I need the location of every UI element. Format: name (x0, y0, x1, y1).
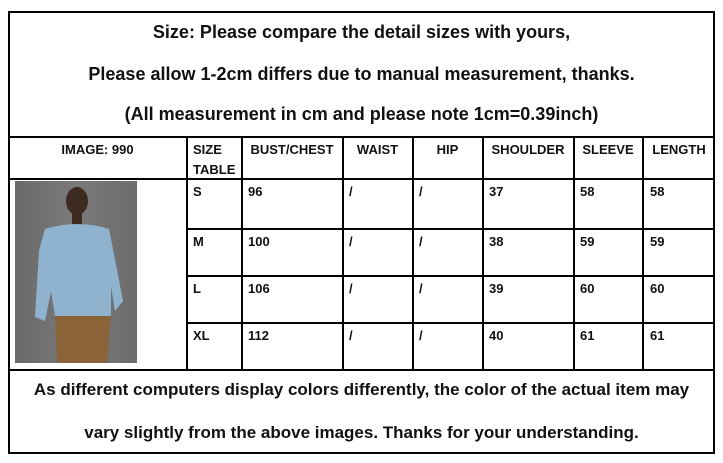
cell-size: M (193, 234, 204, 249)
column-header-length: LENGTH (652, 142, 706, 157)
cell-hip: / (419, 328, 423, 343)
column-header-shoulder: SHOULDER (491, 142, 565, 157)
cell-bust: 100 (248, 234, 270, 249)
header-line-1: Size: Please compare the detail sizes wi… (152, 22, 571, 42)
cell-waist: / (349, 184, 353, 199)
cell-size: S (193, 184, 202, 199)
divider (8, 136, 715, 138)
footer-line-2: vary slightly from the above images. Tha… (84, 423, 639, 442)
cell-length: 58 (650, 184, 665, 199)
cell-sleeve: 58 (580, 184, 595, 199)
cell-shoulder: 40 (489, 328, 504, 343)
cell-sleeve: 60 (580, 281, 595, 296)
header-line-2: Please allow 1-2cm differs due to manual… (88, 64, 635, 84)
footer-line-1: As different computers display colors di… (33, 380, 690, 399)
cell-length: 61 (650, 328, 665, 343)
column-header-hip: HIP (436, 142, 459, 157)
cell-shoulder: 39 (489, 281, 504, 296)
cell-bust: 112 (248, 328, 269, 343)
cell-shoulder: 38 (489, 234, 504, 249)
cell-waist: / (349, 328, 353, 343)
cell-waist: / (349, 281, 353, 296)
cell-hip: / (419, 281, 423, 296)
cell-size: XL (193, 328, 210, 343)
divider (482, 136, 484, 370)
column-header-size: SIZE TABLE (193, 142, 236, 177)
divider (412, 136, 414, 370)
column-header-image: IMAGE: 990 (61, 142, 134, 157)
divider (187, 178, 715, 180)
cell-length: 59 (650, 234, 665, 249)
size-chart-frame (8, 11, 715, 454)
divider (241, 136, 243, 370)
divider (186, 136, 188, 370)
divider (342, 136, 344, 370)
divider (187, 228, 715, 230)
cell-length: 60 (650, 281, 665, 296)
divider (642, 136, 644, 370)
product-image (15, 181, 137, 363)
column-header-bust: BUST/CHEST (250, 142, 334, 157)
cell-hip: / (419, 234, 423, 249)
column-header-sleeve: SLEEVE (582, 142, 634, 157)
cell-hip: / (419, 184, 423, 199)
divider (8, 369, 715, 371)
cell-size: L (193, 281, 201, 296)
cell-bust: 96 (248, 184, 263, 199)
divider (187, 275, 715, 277)
divider (8, 178, 187, 180)
divider (573, 136, 575, 370)
divider (187, 322, 715, 324)
cell-waist: / (349, 234, 353, 249)
cell-sleeve: 61 (580, 328, 595, 343)
header-line-3: (All measurement in cm and please note 1… (124, 104, 599, 124)
cell-sleeve: 59 (580, 234, 595, 249)
cell-shoulder: 37 (489, 184, 504, 199)
cell-bust: 106 (248, 281, 270, 296)
column-header-waist: WAIST (356, 142, 399, 157)
